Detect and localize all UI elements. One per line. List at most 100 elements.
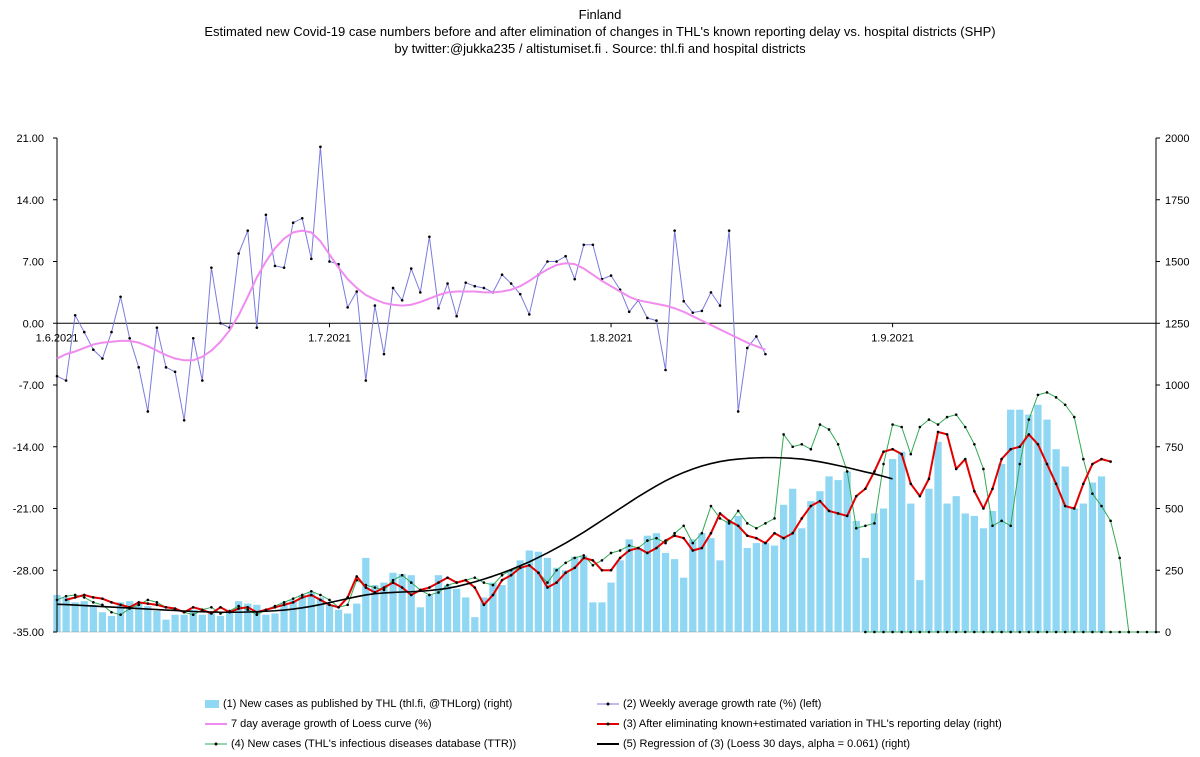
bar: [752, 543, 760, 632]
growth-point: [255, 326, 259, 329]
ttr-point: [618, 549, 622, 552]
ttr-zero-point: [927, 630, 931, 634]
ttr-point: [1109, 519, 1112, 523]
ttr-point: [854, 526, 858, 530]
adjusted-point: [219, 606, 222, 609]
right-tick-label: 250: [1165, 565, 1183, 577]
bar: [997, 464, 1006, 632]
growth-point: [428, 235, 431, 239]
left-tick-label: -14.00: [13, 442, 44, 454]
bar: [89, 604, 97, 632]
growth-point: [446, 282, 449, 285]
x-tick-label: 1.9.2021: [871, 332, 914, 344]
ttr-point: [1054, 396, 1058, 399]
ttr-point: [409, 581, 413, 584]
adjusted-point: [682, 536, 685, 540]
ttr-zero-point: [909, 630, 913, 634]
adjusted-point: [246, 606, 250, 609]
growth-point: [700, 309, 704, 313]
adjusted-point: [609, 568, 613, 572]
adjusted-point: [891, 447, 894, 451]
adjusted-point: [945, 433, 949, 436]
growth-point: [482, 286, 486, 290]
growth-point: [664, 368, 667, 372]
bar: [453, 588, 461, 632]
growth-point: [328, 260, 331, 263]
bar: [698, 533, 706, 632]
bar: [988, 510, 997, 632]
growth-point: [564, 254, 567, 258]
growth-point: [655, 319, 658, 322]
adjusted-point: [564, 571, 567, 575]
ttr-zero-point: [1091, 630, 1094, 634]
adjusted-point: [137, 601, 141, 604]
left-tick-label: -7.00: [19, 380, 44, 392]
bar: [952, 496, 960, 632]
bar: [244, 603, 252, 632]
bar: [353, 603, 361, 632]
growth-point: [591, 243, 595, 247]
adjusted-point: [537, 571, 540, 575]
ttr-zero-point: [891, 630, 894, 634]
adjusted-point: [627, 549, 631, 552]
bar: [888, 459, 897, 632]
growth-point: [419, 291, 422, 294]
ttr-point: [1018, 462, 1022, 466]
bar: [807, 501, 815, 632]
growth-line: [56, 146, 766, 421]
ttr-point: [1082, 457, 1085, 461]
bar: [852, 520, 860, 632]
ttr-point: [991, 524, 994, 528]
bar: [334, 609, 343, 632]
adjusted-point: [391, 581, 395, 584]
ttr-point: [446, 583, 449, 587]
adjusted-point: [709, 531, 713, 535]
ttr-point: [936, 423, 940, 426]
adjusted-point: [727, 519, 731, 523]
adjusted-point: [210, 612, 213, 615]
growth-point: [273, 264, 277, 268]
bar: [861, 557, 869, 632]
bar: [616, 560, 624, 632]
adjusted-point: [1018, 445, 1022, 449]
growth-point: [582, 243, 586, 247]
growth-point: [709, 291, 713, 294]
adjusted-point: [782, 536, 785, 540]
adjusted-point: [337, 606, 340, 609]
ttr-point: [291, 597, 295, 600]
ttr-zero-point: [991, 630, 994, 634]
adjusted-point: [446, 576, 449, 579]
bar: [253, 604, 261, 632]
ttr-point: [791, 445, 794, 449]
ttr-zero-point: [1109, 630, 1112, 634]
bar: [316, 597, 325, 632]
ttr-point: [782, 433, 785, 436]
left-tick-label: 7.00: [23, 257, 44, 269]
growth-point: [146, 410, 150, 413]
adjusted-point: [809, 504, 813, 508]
bar: [153, 611, 161, 632]
ttr-point: [1027, 418, 1031, 421]
right-tick-label: 2000: [1165, 133, 1189, 145]
adjusted-point: [1109, 460, 1112, 463]
ttr-point: [1000, 519, 1003, 523]
adjusted-point: [1100, 457, 1103, 461]
growth-point: [264, 213, 268, 217]
bar: [416, 607, 424, 632]
bar: [1097, 476, 1106, 632]
bar: [652, 533, 661, 632]
adjusted-point: [873, 470, 876, 473]
adjusted-point: [700, 546, 704, 550]
adjusted-point: [818, 499, 822, 503]
growth-point: [92, 348, 95, 352]
adjusted-point: [355, 575, 359, 578]
ttr-point: [673, 531, 676, 535]
growth-point: [64, 379, 68, 382]
ttr-point: [591, 564, 595, 567]
ttr-point: [210, 606, 213, 609]
ttr-zero-point: [918, 630, 922, 634]
adjusted-point: [300, 596, 304, 599]
growth-point: [128, 336, 131, 340]
adjusted-point: [482, 603, 486, 607]
